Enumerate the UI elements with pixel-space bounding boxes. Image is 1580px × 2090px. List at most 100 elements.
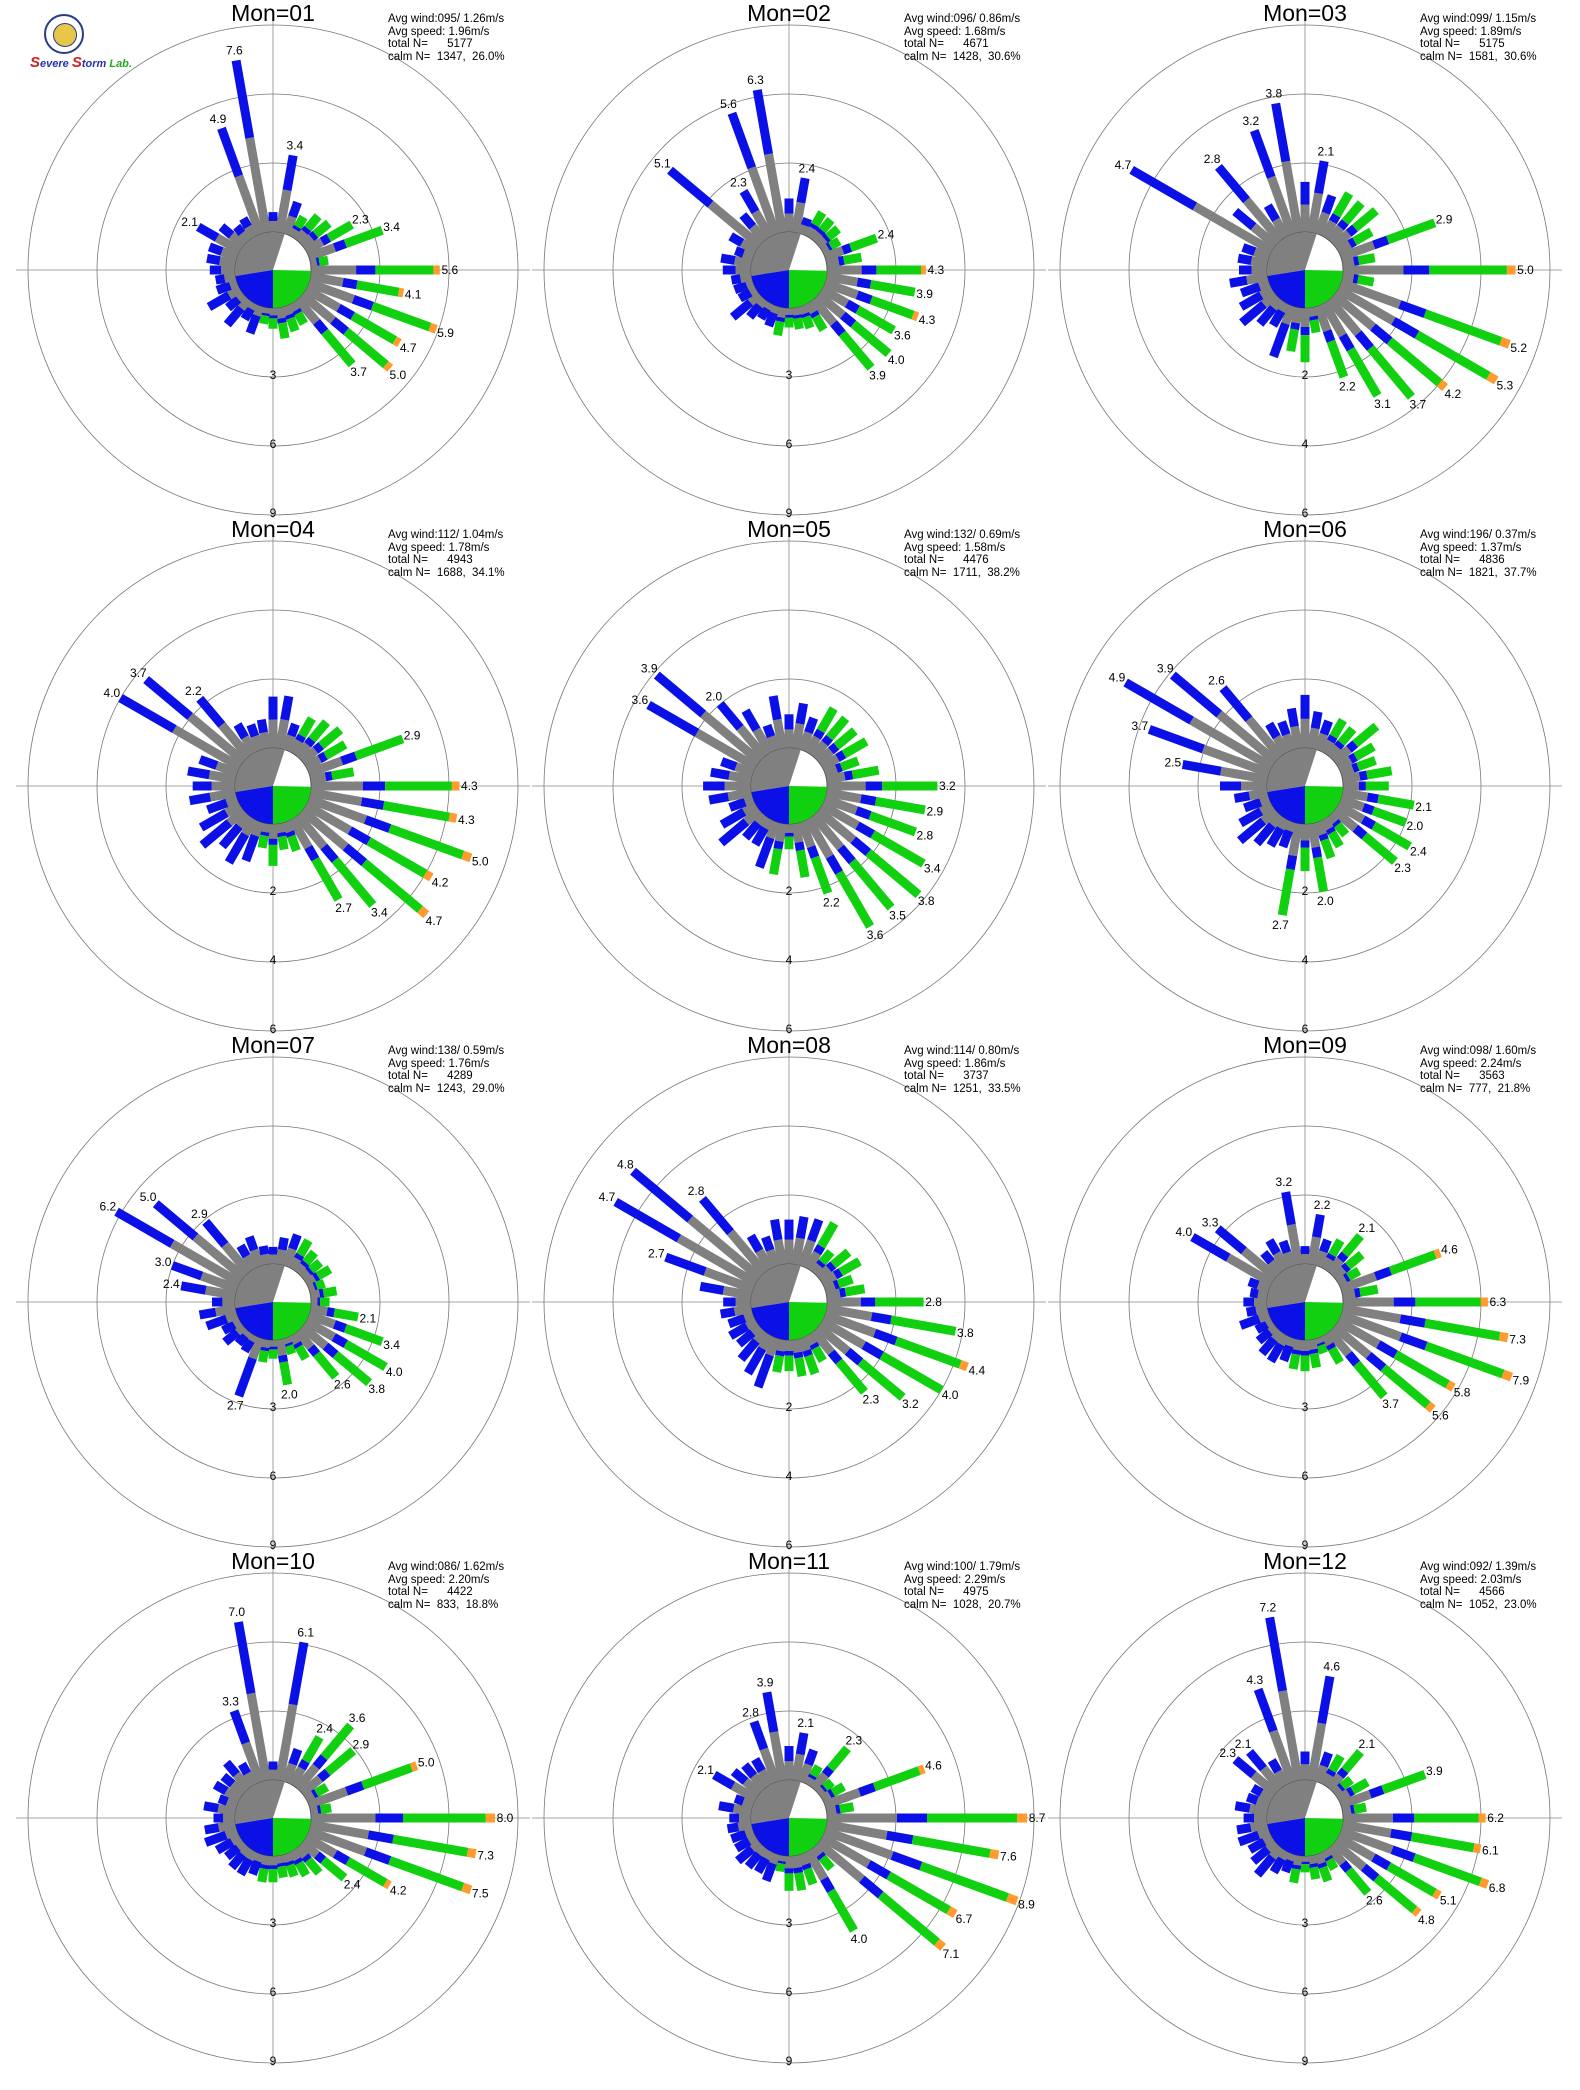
wind-bar-segment (813, 1244, 826, 1256)
wind-bar-segment (734, 246, 746, 258)
bar-value-label: 7.5 (472, 1886, 489, 1900)
wind-bar-segment (1318, 1865, 1333, 1883)
wind-bar-segment (1258, 801, 1275, 816)
wind-bar-segment (1279, 1344, 1294, 1363)
calm-sector-gray (1267, 1264, 1317, 1308)
wind-bar-segment (946, 1906, 958, 1918)
wind-bar-segment (313, 1351, 340, 1380)
stats-block: Avg wind:086/ 1.62m/s Avg speed: 2.20m/s t… (388, 1561, 504, 1611)
wind-bar-segment (1271, 102, 1291, 163)
ring-value-label: 9 (270, 1538, 277, 1550)
wind-bar-segment (727, 1229, 768, 1276)
wind-bar-segment (1480, 1297, 1488, 1307)
wind-bar-segment (784, 1856, 794, 1869)
wind-bar-segment (233, 722, 249, 740)
wind-bar-segment (314, 1783, 330, 1797)
stat-calm-n: calm N= 1688, 34.1% (388, 566, 505, 579)
wind-bar-segment (1343, 1297, 1394, 1307)
wind-bar-segment (343, 1324, 384, 1346)
wind-bar-segment (791, 306, 802, 316)
wind-bar-segment (294, 1763, 320, 1792)
wind-bar-segment (1325, 1342, 1336, 1351)
wind-bar-segment (343, 327, 389, 369)
wind-bar-segment (383, 1879, 392, 1890)
wind-bar-segment (1320, 1256, 1334, 1272)
wind-bar-segment (303, 285, 341, 312)
wind-bar-segment (866, 1860, 891, 1880)
wind-bar-segment (307, 1310, 336, 1329)
wind-bar-segment (1300, 847, 1310, 872)
wind-bar-segment (1335, 1789, 1351, 1803)
calm-sector-blue (751, 786, 789, 824)
bar-value-label: 4.6 (1323, 1660, 1340, 1674)
wind-bar-segment (221, 1241, 252, 1276)
wind-bar-segment (676, 1234, 759, 1287)
wind-bar-segment (934, 1938, 947, 1951)
wind-bar-segment (807, 1218, 824, 1243)
wind-bar-segment (1472, 1843, 1482, 1854)
wind-bar-segment (1229, 275, 1248, 288)
wind-bar-segment (294, 741, 312, 760)
bar-value-label: 2.4 (1410, 844, 1427, 858)
wind-bar-segment (826, 715, 850, 741)
wind-bar-segment (1337, 1783, 1346, 1793)
wind-bar-segment (200, 1271, 239, 1294)
wind-bar-segment (1243, 197, 1284, 244)
bar-value-label: 2.8 (742, 1705, 759, 1719)
wind-bar-segment (224, 801, 243, 817)
wind-bar-segment (839, 756, 860, 772)
wind-bar-segment (730, 1768, 749, 1785)
bar-value-label: 4.9 (210, 112, 227, 126)
wind-bar-segment (1307, 192, 1323, 234)
wind-bar-segment (1245, 1306, 1257, 1317)
wind-bar-segment (793, 317, 804, 330)
wind-bar-segment (296, 1238, 313, 1258)
wind-bar-segment (1499, 337, 1511, 349)
wind-bar-segment (1345, 1867, 1372, 1896)
wind-bar-segment (228, 1851, 247, 1871)
wind-bar-segment (198, 809, 229, 832)
stat-avg-wind: Avg wind:099/ 1.15m/s (1420, 13, 1537, 25)
wind-bar-segment (746, 1233, 764, 1254)
wind-bar-segment (810, 855, 833, 895)
bar-value-label: 7.3 (1509, 1333, 1526, 1347)
wind-bar-segment (248, 1336, 265, 1360)
wind-bar-segment (1353, 256, 1360, 266)
bar-value-label: 2.9 (926, 805, 943, 819)
wind-bar-segment (234, 174, 265, 236)
wind-bar-segment (281, 734, 296, 752)
bar-value-label: 2.1 (359, 1312, 376, 1326)
bar-value-label: 3.5 (889, 908, 906, 922)
wind-bar-segment (196, 223, 220, 242)
wind-bar-segment (303, 1317, 336, 1341)
windrose-panel: 2.1 2.0 2.4 2.3 2.0 2.7 2.5 3.7 4.9 3.9 2.6 2 4 6 Mon=… (1047, 516, 1563, 1034)
wind-bar-segment (250, 734, 265, 752)
wind-bar-segment (268, 838, 278, 845)
wind-bar-segment (324, 1747, 357, 1776)
wind-bar-segment (314, 1851, 327, 1864)
wind-bar-segment (1300, 824, 1310, 841)
wind-bar-segment (204, 1285, 237, 1300)
wind-bar-segment (804, 735, 821, 756)
wind-bar-segment (199, 819, 233, 849)
wind-bar-segment (837, 255, 845, 266)
wind-bar-segment (1169, 671, 1223, 718)
wind-bar-segment (294, 1328, 315, 1350)
wind-bar-segment (772, 718, 787, 750)
wind-bar-segment (773, 1239, 787, 1266)
wind-bar-segment (1501, 1369, 1513, 1382)
wind-bar-segment (823, 1788, 861, 1810)
wind-bar-segment (885, 1830, 914, 1845)
wind-bar-segment (894, 1336, 962, 1369)
wind-bar-segment (277, 835, 289, 851)
wind-bar-segment (1309, 1352, 1321, 1369)
wind-bar-segment (1291, 1864, 1302, 1870)
stat-avg-speed: Avg speed: 2.29m/s (904, 1573, 1006, 1586)
stats-block: Avg wind:112/ 1.04m/s Avg speed: 1.78m/s t… (388, 529, 505, 579)
wind-bar-segment (259, 1863, 270, 1870)
wind-bar-segment (268, 696, 278, 720)
wind-bar-segment (356, 265, 376, 275)
panel-title: Mon=06 (1263, 516, 1347, 542)
wind-bar-segment (744, 1317, 759, 1331)
stats-block: Avg wind:138/ 0.59m/s Avg speed: 1.76m/s t… (388, 1045, 505, 1095)
